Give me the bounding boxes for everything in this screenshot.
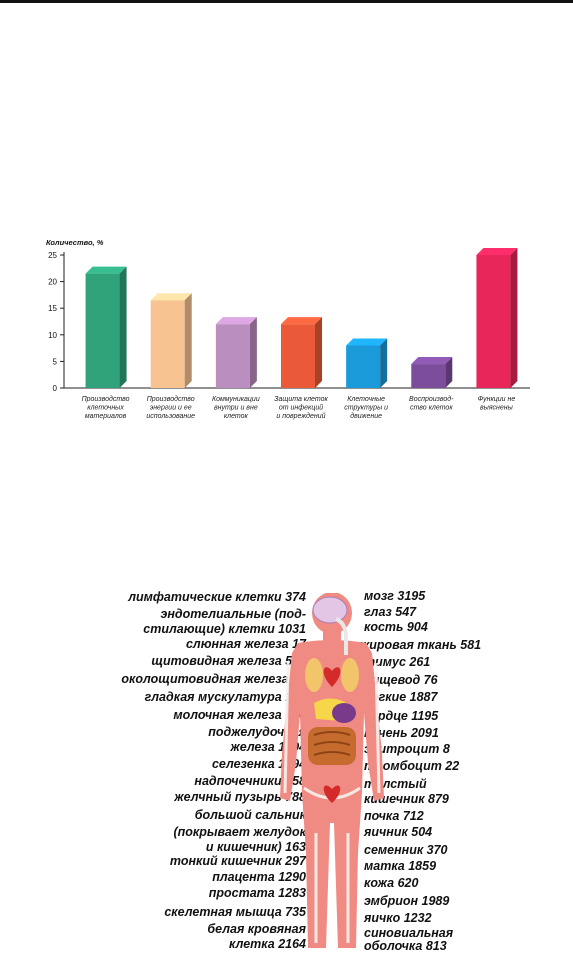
- organ-label-left: поджелудочная: [208, 725, 306, 739]
- bar-top-face: [215, 317, 257, 325]
- category-label: клеток: [224, 413, 249, 420]
- bar-top-face: [346, 338, 388, 346]
- bar: [346, 345, 381, 388]
- organ-label-right: кость 904: [364, 620, 428, 634]
- category-label: Защита клеток: [274, 396, 328, 403]
- category-label: материалов: [85, 413, 127, 420]
- bar-side-face: [510, 248, 518, 388]
- organ-label-left: скелетная мышца 735: [164, 905, 306, 919]
- organ-label-right: тимус 261: [364, 655, 431, 669]
- lung-right-organ: [341, 658, 359, 692]
- organ-label-right: эмбрион 1989: [364, 894, 450, 908]
- bar: [281, 324, 315, 388]
- category-label: от инфекций: [279, 404, 323, 412]
- organ-label-right: почка 712: [364, 809, 424, 823]
- y-axis-label: Количество, %: [46, 238, 104, 247]
- organ-label-left: околощитовидная железа 46: [121, 672, 306, 686]
- body-silhouette: [280, 593, 384, 948]
- human-body-figure: [280, 593, 384, 948]
- organ-label-right: глаз 547: [364, 605, 417, 619]
- organ-label-left: молочная железа 696: [173, 708, 306, 722]
- organ-label-left: (покрывает желудок: [173, 825, 306, 839]
- page-top-rule: [0, 0, 573, 3]
- intestines-organ: [308, 727, 356, 765]
- category-label: энергии и ее: [150, 405, 192, 412]
- bar-top-face: [85, 266, 127, 274]
- organ-label-right: матка 1859: [364, 859, 437, 873]
- organ-label-right: сердце 1195: [364, 709, 439, 723]
- lung-left-organ: [305, 658, 323, 692]
- organ-label-right: жировая ткань 581: [360, 638, 482, 652]
- organ-label-right: семенник 370: [364, 843, 448, 857]
- organ-label-right: легкие 1887: [364, 690, 438, 704]
- organ-label-left: стилающие) клетки 1031: [143, 622, 306, 636]
- category-label: Клеточные: [347, 396, 385, 403]
- y-tick-label: 0: [53, 384, 58, 393]
- organ-label-left: белая кровяная: [207, 922, 306, 936]
- category-label: использование: [146, 413, 195, 420]
- category-label: движение: [350, 412, 382, 420]
- organ-label-left: желчный пузырь 788: [174, 790, 306, 804]
- bar-top-face: [150, 293, 192, 301]
- bar-side-face: [445, 357, 453, 388]
- organ-label-left: тонкий кишечник 297: [169, 854, 306, 868]
- category-label: клеточных: [87, 405, 124, 412]
- y-tick-label: 10: [48, 331, 57, 340]
- bar-side-face: [119, 266, 127, 388]
- organ-label-left: надпочечники 658: [194, 774, 306, 788]
- category-label: структуры и: [344, 405, 388, 412]
- brain-organ: [312, 596, 348, 624]
- organ-label-right: печень 2091: [364, 726, 439, 740]
- category-label: Производство: [147, 395, 195, 403]
- organ-label-right: тромбоцит 22: [364, 759, 460, 773]
- organ-label-left: простата 1283: [208, 886, 306, 900]
- organ-label-left: эндотелиальные (под-: [160, 607, 306, 621]
- bar-chart: Количество, % 0 5 10 15 20 25 Производство клето…: [46, 238, 530, 420]
- bar-side-face: [249, 317, 257, 388]
- organ-label-right: кожа 620: [364, 876, 419, 890]
- stomach-organ: [332, 703, 356, 723]
- organ-label-left: гладкая мускулатура 127: [144, 690, 306, 704]
- organ-label-right: яичко 1232: [364, 911, 432, 925]
- y-tick-label: 20: [48, 278, 57, 287]
- y-tick-label: 5: [53, 357, 58, 366]
- organ-label-right: мозг 3195: [364, 589, 426, 603]
- heart-organ: [323, 667, 341, 687]
- uterus-organ: [323, 785, 341, 803]
- y-tick-label: 15: [48, 304, 57, 313]
- organ-label-left: клетка 2164: [228, 937, 306, 951]
- organ-label-right: синовиальная: [364, 926, 454, 940]
- organ-label-right: эритроцит 8: [364, 742, 450, 756]
- bar: [476, 255, 511, 388]
- category-label: Воспроизвод-: [409, 395, 454, 403]
- bar-top-face: [411, 357, 453, 365]
- bar-top-face: [476, 248, 518, 255]
- y-tick-label: 25: [48, 251, 57, 260]
- bar-side-face: [184, 293, 192, 388]
- bar: [411, 364, 446, 388]
- bar: [215, 324, 250, 388]
- organ-label-right: яичник 504: [364, 825, 433, 839]
- category-label: Производство: [82, 395, 130, 403]
- organ-label-left: большой сальник: [194, 808, 306, 822]
- category-label: Коммуникации: [212, 396, 260, 403]
- bar-side-face: [315, 317, 322, 388]
- esophagus-organ: [335, 617, 348, 655]
- organ-label-left: лимфатические клетки 374: [128, 590, 306, 604]
- organ-label-right: пищевод 76: [364, 673, 438, 687]
- category-label: выяснены: [480, 405, 514, 412]
- organ-label-left: и кишечник) 163: [205, 840, 306, 854]
- organ-label-left: слюнная железа 17: [185, 637, 306, 651]
- bar-top-face: [281, 317, 322, 325]
- category-label: ство клеток: [410, 405, 453, 412]
- organ-label-left: щитовидная железа 584: [151, 654, 306, 668]
- category-label: внутри и вне: [214, 405, 258, 412]
- organ-label-left: плацента 1290: [212, 870, 306, 884]
- organ-label-right: кишечник 879: [364, 792, 449, 806]
- bar: [150, 300, 185, 388]
- category-label: Функции не: [478, 396, 516, 403]
- category-label: и повреждений: [276, 412, 325, 420]
- bar: [85, 273, 120, 388]
- bar-side-face: [380, 338, 388, 388]
